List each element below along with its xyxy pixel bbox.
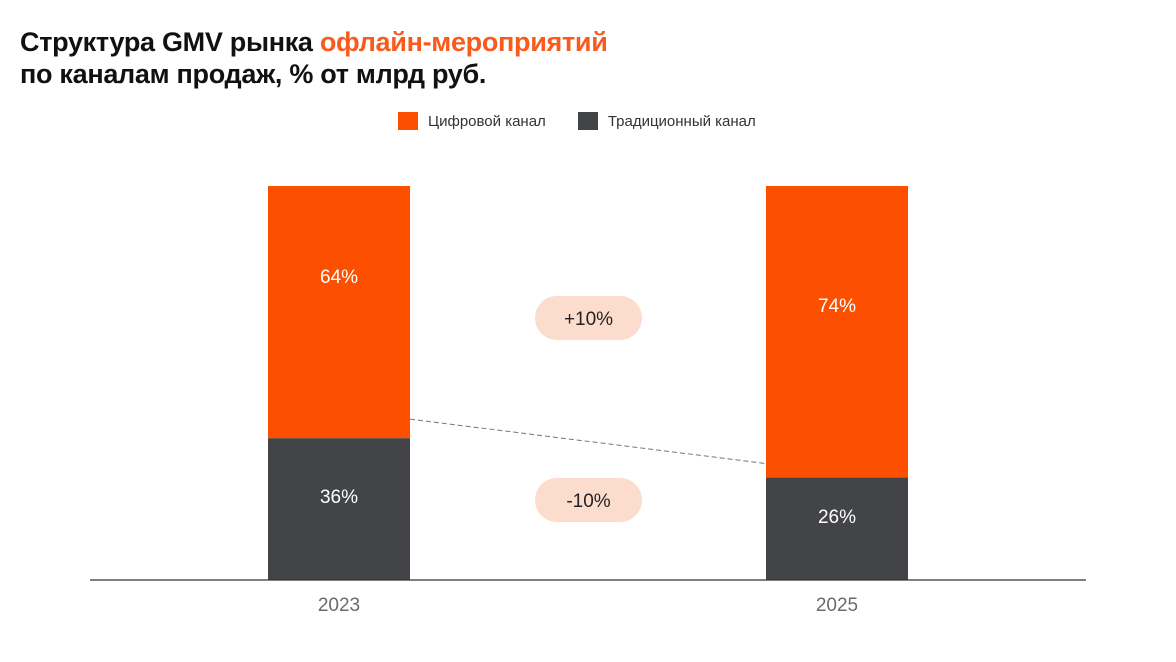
title-prefix: Структура GMV рынка <box>20 27 320 57</box>
dashed-connector <box>409 418 767 465</box>
title-accent: офлайн-мероприятий <box>319 27 608 57</box>
legend-label-traditional: Традиционный канал <box>607 112 756 130</box>
legend-item-digital: Цифровой канал <box>398 112 546 130</box>
bar-traditional-2023 <box>268 438 410 580</box>
legend-swatch-traditional <box>577 112 598 130</box>
x-tick-label-2023: 2023 <box>318 595 360 616</box>
x-tick-label-2025: 2025 <box>816 595 858 616</box>
legend-swatch-digital <box>398 112 418 130</box>
chart-title: Структура GMV рынка офлайн-мероприятий п… <box>20 26 608 90</box>
bar-traditional-2025 <box>766 477 908 580</box>
legend: Цифровой канал Традиционный канал <box>398 112 788 130</box>
change-pill-1 <box>535 478 642 522</box>
title-line2: по каналам продаж, % от млрд руб. <box>20 59 487 89</box>
bar-digital-2023 <box>268 186 410 439</box>
legend-label-digital: Цифровой канал <box>428 112 546 130</box>
change-label-1: -10% <box>566 491 610 512</box>
bar-digital-2025 <box>766 186 908 478</box>
data-label-traditional-2023: 36% <box>320 487 358 508</box>
data-label-digital-2025: 74% <box>818 296 856 317</box>
legend-item-traditional: Традиционный канал <box>577 112 756 130</box>
change-pill-0 <box>535 296 642 340</box>
change-label-0: +10% <box>564 309 613 330</box>
data-label-traditional-2025: 26% <box>818 507 856 528</box>
data-label-digital-2023: 64% <box>320 267 358 288</box>
